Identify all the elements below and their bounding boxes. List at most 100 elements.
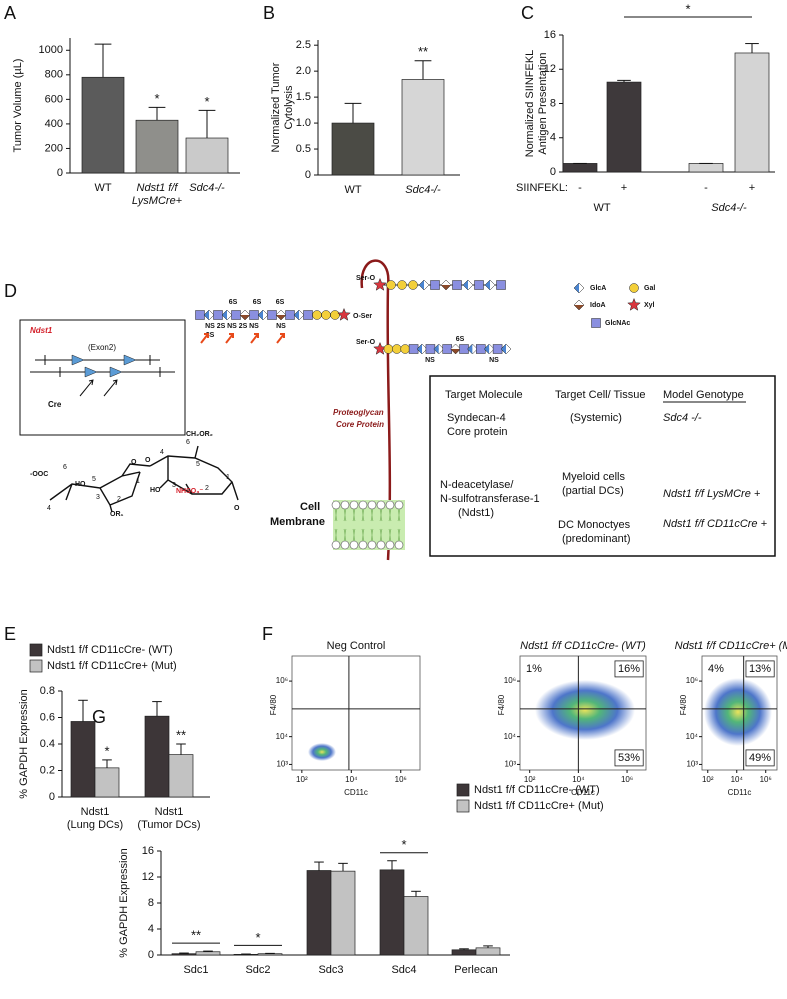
x-tick-label: Ndst1 f/f [137, 182, 179, 194]
glca [222, 310, 227, 320]
idoa [240, 310, 250, 315]
gene-name: Ndst1 [30, 326, 53, 335]
gal [400, 344, 410, 354]
y-tick-label: 0.2 [40, 764, 55, 776]
x-tick-label: Sdc1 [183, 964, 208, 976]
table-cell: Syndecan-4 [447, 412, 506, 424]
bar [403, 896, 429, 956]
sugar-label: HO [75, 481, 86, 488]
table-cell: Myeloid cells [562, 471, 625, 483]
quadrant-label: 1% [526, 663, 542, 675]
group-label: WT [593, 202, 610, 214]
x-tick-label: 10² [524, 775, 536, 784]
lipid-head [340, 540, 350, 550]
y-tick-label: 800 [45, 69, 63, 81]
y-tick-label: 0.4 [40, 738, 55, 750]
linker: O-Ser [353, 313, 372, 320]
bar [451, 949, 477, 956]
bar [257, 953, 283, 956]
glcnac [267, 310, 277, 320]
mod: NS [425, 357, 435, 364]
mod: NS [276, 323, 286, 330]
legend-label: IdoA [590, 302, 606, 309]
y-tick-label: 0.6 [40, 711, 55, 723]
x-tick-label: - [578, 182, 582, 194]
mod: 6S [253, 299, 262, 306]
glca-outline [462, 279, 474, 291]
glca [506, 344, 511, 354]
table-cell: (Systemic) [570, 412, 622, 424]
lipid-head [349, 500, 359, 510]
ring-number: 5 [196, 461, 200, 468]
plot-frame [519, 655, 647, 771]
ring-number: 6 [63, 464, 67, 471]
y-tick-label: 10⁶ [686, 676, 698, 685]
glca [490, 280, 495, 290]
glcnac [430, 280, 440, 290]
glca [463, 280, 468, 290]
x-tick-label: Sdc3 [318, 964, 343, 976]
ring-number: 5 [92, 476, 96, 483]
glca [489, 344, 495, 354]
lipid-head [376, 500, 386, 510]
linker: Ser-O [356, 275, 376, 282]
plot-frame [291, 655, 421, 771]
x-tick-label: LysMCre+ [132, 195, 183, 207]
gal [408, 280, 418, 290]
y-tick-label: 12 [544, 63, 556, 75]
bar [379, 869, 405, 956]
significance: ** [418, 44, 428, 59]
y-tick-label: 2.0 [296, 65, 311, 77]
y-axis-label: Antigen Presentation [537, 52, 549, 154]
gal [383, 344, 394, 354]
lipid-head [394, 500, 404, 510]
plot-title: Ndst1 f/f CD11cCre+ (Mut) [675, 640, 787, 652]
bar [195, 951, 221, 956]
bar [168, 754, 194, 798]
y-tick-label: 0.5 [296, 143, 311, 155]
bar [185, 137, 229, 174]
glcnac [249, 310, 259, 320]
gal [321, 310, 331, 320]
glycan-chains [195, 277, 512, 355]
mod: NS [205, 323, 215, 330]
quadrant-box [614, 660, 644, 678]
x-tick-label: + [749, 182, 755, 194]
panel-d: D Ndst1 (Exon2) Cre Proteoglycan Core Pr… [4, 259, 776, 561]
y-axis-label: Normalized Tumor [270, 62, 282, 152]
x-tick-label: Ndst1 [81, 806, 110, 818]
x-tick-label: 10² [296, 775, 308, 784]
lipid-tail [352, 508, 356, 542]
density-cloud [308, 743, 336, 761]
glca [433, 344, 439, 354]
sugar-label: NHSO₃⁻ [176, 488, 203, 495]
x-tick-label: Ndst1 [155, 806, 184, 818]
lipid-tail [361, 508, 365, 542]
glca [485, 280, 490, 290]
x-tick-label: WT [94, 182, 111, 194]
lipid-head [385, 540, 395, 550]
y-axis-label: F4/80 [497, 694, 506, 715]
ring-number: 4 [47, 505, 51, 512]
y-tick-label: 10⁶ [504, 676, 516, 685]
x-tick-label: 10⁴ [572, 775, 585, 784]
mod: NS [249, 323, 259, 330]
y-tick-label: 400 [45, 118, 63, 130]
y-axis-label: F4/80 [679, 694, 688, 715]
gal [392, 344, 402, 354]
glcnac [213, 310, 223, 320]
y-tick-label: 12 [142, 871, 154, 883]
y-tick-label: 8 [550, 97, 556, 109]
mod: 2S [217, 323, 226, 330]
glca [422, 344, 427, 354]
xyl [337, 307, 351, 321]
sugar-label: OR₁ [110, 511, 124, 518]
x-tick-label: WT [344, 184, 361, 196]
y-tick-label: 10³ [276, 760, 288, 769]
bar [171, 953, 197, 956]
y-tick-label: 0 [550, 166, 556, 178]
exon-label: (Exon2) [88, 343, 116, 352]
panel-label: F [262, 624, 273, 644]
bar [562, 163, 598, 173]
